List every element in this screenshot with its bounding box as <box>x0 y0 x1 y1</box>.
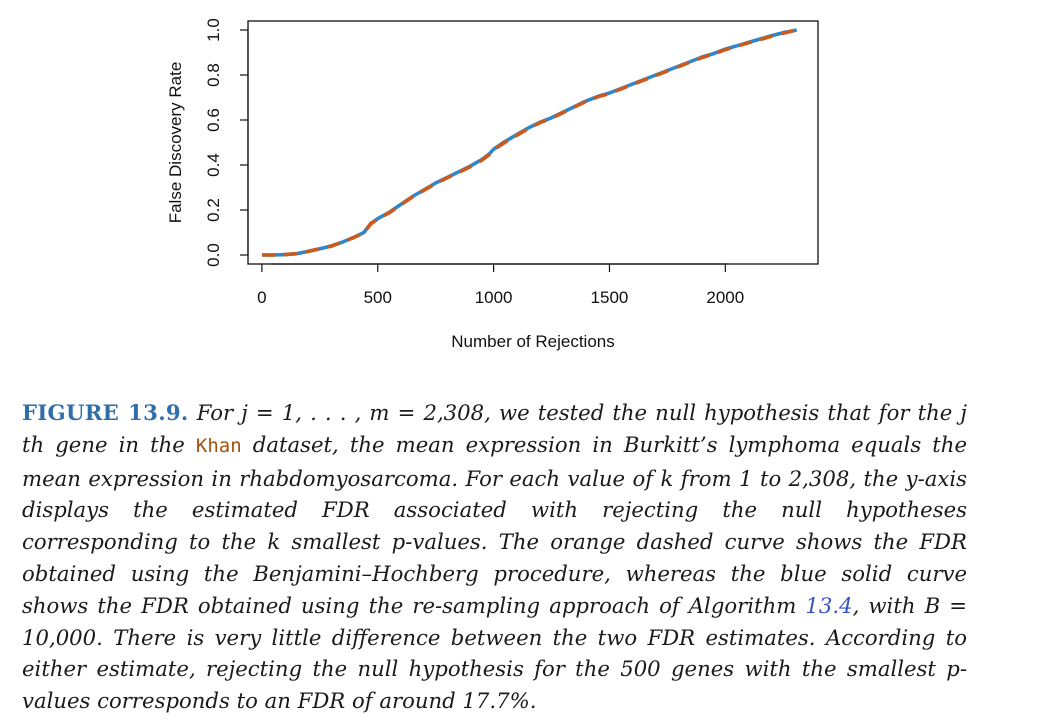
y-tick-label: 0.6 <box>204 108 223 132</box>
y-tick-label: 1.0 <box>204 18 223 42</box>
caption-text-2: dataset, the mean expression in Burkitt’… <box>22 431 967 618</box>
dataset-name-code: Khan <box>195 434 242 457</box>
caption-text-1: For j = 1, . . . , m = 2,308, we tested … <box>22 400 967 457</box>
x-tick-label: 1000 <box>475 288 513 307</box>
algorithm-reference-link[interactable]: 13.4 <box>805 592 853 618</box>
y-tick-label: 0.8 <box>204 63 223 87</box>
resampling-fdr-line <box>262 28 798 257</box>
series-layer <box>262 28 798 257</box>
y-tick-label: 0.0 <box>204 243 223 267</box>
x-tick-label: 2000 <box>706 288 744 307</box>
x-tick-label: 0 <box>257 288 266 307</box>
caption-text-3: , with B = 10,000. There is very little … <box>22 592 967 714</box>
y-tick-label: 0.4 <box>204 153 223 177</box>
x-tick-label: 500 <box>364 288 392 307</box>
x-tick-label: 1500 <box>591 288 629 307</box>
benjamini-hochberg-fdr-line <box>262 28 798 257</box>
x-axis: 0 500 1000 1500 2000 <box>257 263 744 307</box>
plot-frame <box>247 20 819 265</box>
figure-caption: FIGURE 13.9. For j = 1, . . . , m = 2,30… <box>22 397 967 717</box>
y-axis: 0.0 0.2 0.4 0.6 0.8 1.0 <box>204 18 249 267</box>
y-tick-label: 0.2 <box>204 198 223 222</box>
x-axis-title: Number of Rejections <box>451 332 614 351</box>
y-axis-title: False Discovery Rate <box>166 62 185 224</box>
figure-label: FIGURE 13.9. <box>22 400 189 425</box>
fdr-chart: 0 500 1000 1500 2000 0.0 0.2 0.4 0.6 0.8 1.0 Numb… <box>166 18 819 351</box>
